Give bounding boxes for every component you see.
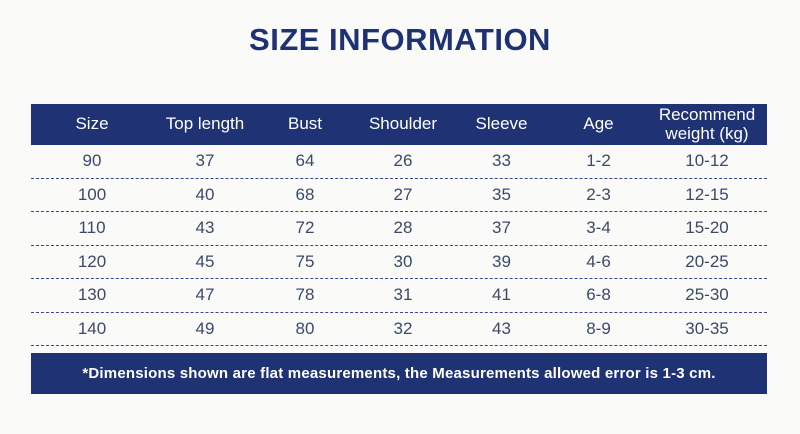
cell-age: 8-9 bbox=[586, 318, 611, 338]
table-row: 90 37 64 26 33 1-2 10-12 bbox=[31, 145, 767, 179]
cell-weight: 15-20 bbox=[685, 218, 729, 238]
cell-top-length: 37 bbox=[195, 151, 215, 171]
cell-shoulder: 28 bbox=[393, 218, 413, 238]
cell-age: 3-4 bbox=[586, 218, 611, 238]
cell-age: 1-2 bbox=[586, 151, 611, 171]
cell-sleeve: 41 bbox=[492, 285, 511, 305]
cell-bust: 64 bbox=[295, 151, 315, 171]
cell-sleeve: 43 bbox=[492, 318, 511, 338]
cell-age: 6-8 bbox=[586, 285, 611, 305]
cell-top-length: 45 bbox=[195, 251, 215, 271]
cell-shoulder: 27 bbox=[393, 184, 413, 204]
cell-sleeve: 39 bbox=[492, 251, 511, 271]
cell-sleeve: 33 bbox=[492, 151, 511, 171]
cell-top-length: 40 bbox=[195, 184, 215, 204]
cell-sleeve: 37 bbox=[492, 218, 511, 238]
cell-sleeve: 35 bbox=[492, 184, 511, 204]
header-top-length: Top length bbox=[165, 114, 245, 134]
table-row: 100 40 68 27 35 2-3 12-15 bbox=[31, 179, 767, 212]
cell-shoulder: 31 bbox=[393, 285, 413, 305]
header-bust: Bust bbox=[287, 114, 323, 134]
cell-weight: 25-30 bbox=[685, 285, 729, 305]
page-title: SIZE INFORMATION bbox=[249, 22, 551, 57]
cell-bust: 75 bbox=[295, 251, 315, 271]
cell-weight: 10-12 bbox=[685, 151, 729, 171]
table-header-row: Size Top length Bust Shoulder Sleeve Age… bbox=[31, 104, 767, 145]
cell-shoulder: 26 bbox=[393, 151, 413, 171]
header-size: Size bbox=[75, 114, 109, 134]
cell-top-length: 47 bbox=[195, 285, 215, 305]
cell-weight: 12-15 bbox=[685, 184, 729, 204]
cell-weight: 30-35 bbox=[685, 318, 729, 338]
cell-size: 140 bbox=[77, 318, 107, 338]
header-shoulder: Shoulder bbox=[368, 114, 438, 134]
cell-bust: 80 bbox=[295, 318, 315, 338]
table-row: 140 49 80 32 43 8-9 30-35 bbox=[31, 313, 767, 346]
cell-age: 2-3 bbox=[586, 184, 611, 204]
header-age: Age bbox=[583, 114, 614, 134]
cell-bust: 68 bbox=[295, 184, 315, 204]
header-sleeve: Sleeve bbox=[475, 114, 528, 134]
measurement-note-text: *Dimensions shown are flat measurements,… bbox=[82, 365, 716, 382]
table-row: 120 45 75 30 39 4-6 20-25 bbox=[31, 246, 767, 279]
header-recommend-weight: Recommend weight (kg) bbox=[658, 105, 756, 143]
cell-size: 90 bbox=[82, 151, 102, 171]
cell-age: 4-6 bbox=[586, 251, 611, 271]
cell-top-length: 49 bbox=[195, 318, 215, 338]
cell-bust: 72 bbox=[295, 218, 315, 238]
cell-size: 110 bbox=[78, 218, 106, 238]
cell-shoulder: 32 bbox=[393, 318, 413, 338]
cell-size: 100 bbox=[77, 184, 107, 204]
cell-size: 130 bbox=[77, 285, 107, 305]
cell-top-length: 43 bbox=[195, 218, 215, 238]
cell-shoulder: 30 bbox=[393, 251, 413, 271]
measurement-note-bar: *Dimensions shown are flat measurements,… bbox=[31, 353, 767, 394]
table-row: 110 43 72 28 37 3-4 15-20 bbox=[31, 212, 767, 246]
cell-weight: 20-25 bbox=[685, 251, 729, 271]
cell-size: 120 bbox=[77, 251, 107, 271]
size-table: Size Top length Bust Shoulder Sleeve Age… bbox=[31, 104, 767, 346]
cell-bust: 78 bbox=[295, 285, 315, 305]
table-row: 130 47 78 31 41 6-8 25-30 bbox=[31, 279, 767, 313]
